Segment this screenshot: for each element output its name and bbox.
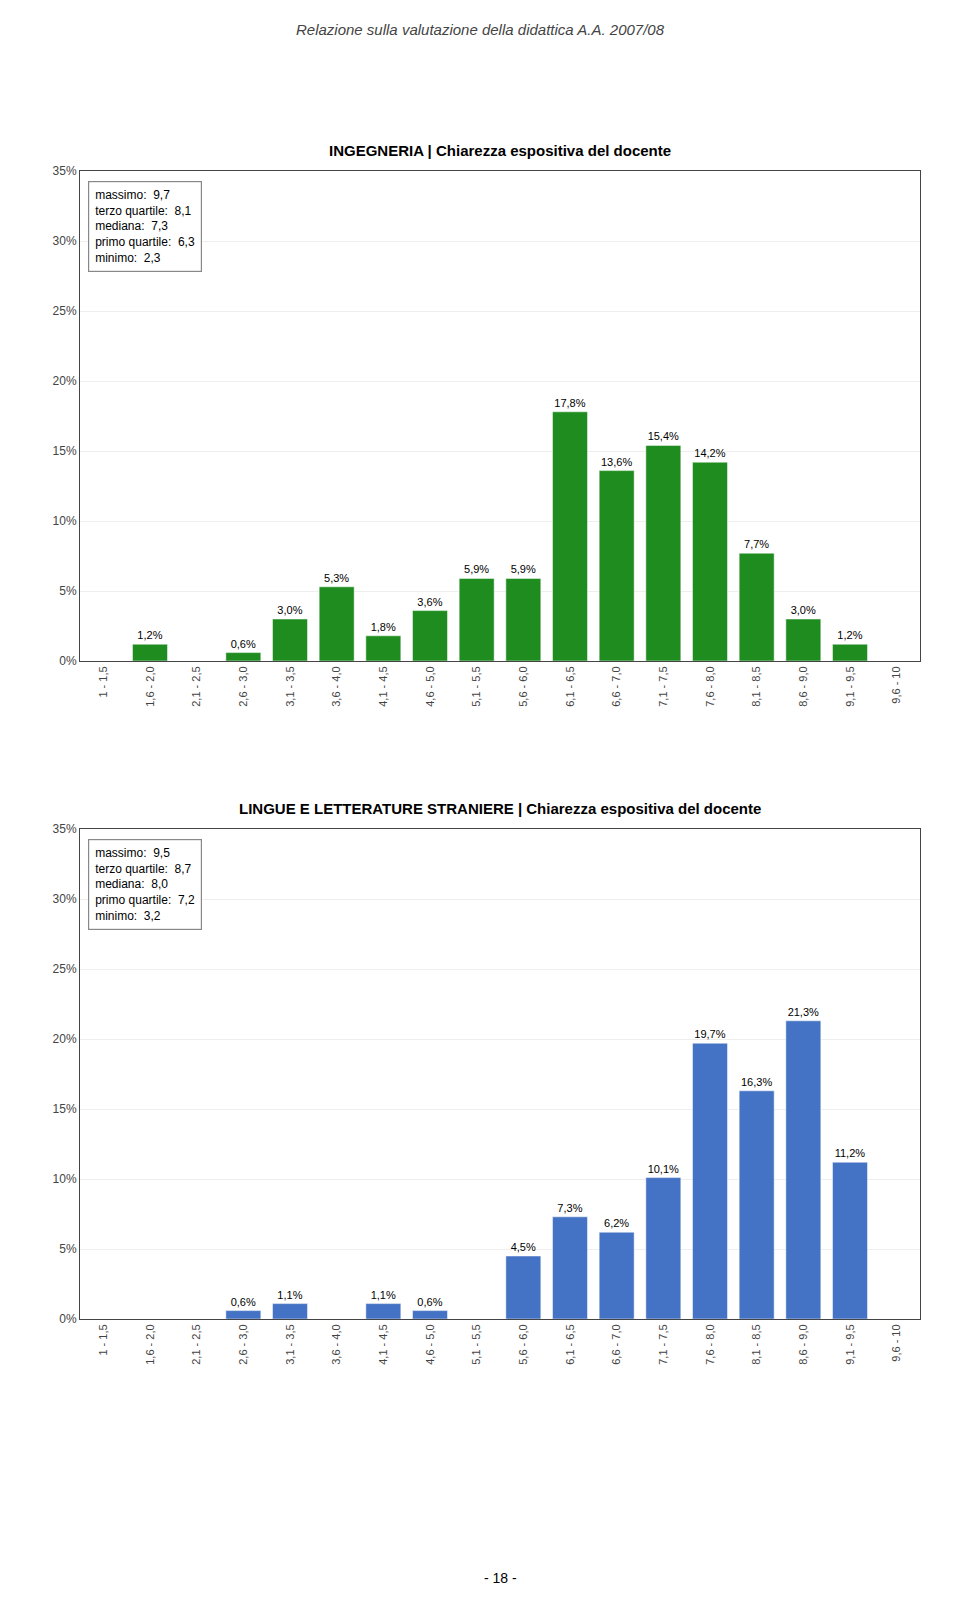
svg-text:16,3%: 16,3%: [741, 1076, 772, 1088]
svg-text:1,6 - 2,0: 1,6 - 2,0: [144, 666, 156, 706]
svg-text:25%: 25%: [53, 962, 77, 976]
svg-text:8,1 - 8,5: 8,1 - 8,5: [750, 1324, 762, 1364]
svg-text:5,6 - 6,0: 5,6 - 6,0: [517, 1324, 529, 1364]
svg-text:1,8%: 1,8%: [371, 621, 396, 633]
svg-text:0%: 0%: [59, 1312, 77, 1326]
svg-text:10%: 10%: [53, 514, 77, 528]
svg-text:- 18 -: - 18 -: [484, 1570, 517, 1586]
svg-text:INGEGNERIA | Chiarezza esposit: INGEGNERIA | Chiarezza espositiva del do…: [329, 142, 671, 159]
svg-text:2,1 - 2,5: 2,1 - 2,5: [190, 1324, 202, 1364]
svg-text:20%: 20%: [53, 1032, 77, 1046]
svg-text:1,1%: 1,1%: [371, 1289, 396, 1301]
svg-text:7,7%: 7,7%: [744, 538, 769, 550]
svg-text:14,2%: 14,2%: [694, 447, 725, 459]
svg-text:8,1 - 8,5: 8,1 - 8,5: [750, 666, 762, 706]
svg-text:3,1 - 3,5: 3,1 - 3,5: [284, 666, 296, 706]
svg-text:1,1%: 1,1%: [277, 1289, 302, 1301]
svg-text:4,1 - 4,5: 4,1 - 4,5: [377, 666, 389, 706]
svg-text:4,6 - 5,0: 4,6 - 5,0: [424, 1324, 436, 1364]
svg-text:15%: 15%: [53, 444, 77, 458]
svg-text:1 - 1,5: 1 - 1,5: [97, 1324, 109, 1355]
svg-text:10%: 10%: [53, 1172, 77, 1186]
svg-text:6,2%: 6,2%: [604, 1217, 629, 1229]
svg-text:2,1 - 2,5: 2,1 - 2,5: [190, 666, 202, 706]
svg-text:4,5%: 4,5%: [511, 1241, 536, 1253]
svg-text:5,6 - 6,0: 5,6 - 6,0: [517, 666, 529, 706]
svg-text:21,3%: 21,3%: [788, 1006, 819, 1018]
svg-text:5,3%: 5,3%: [324, 572, 349, 584]
svg-text:8,6 - 9,0: 8,6 - 9,0: [797, 666, 809, 706]
svg-text:6,6 - 7,0: 6,6 - 7,0: [610, 1324, 622, 1364]
svg-text:1,2%: 1,2%: [137, 629, 162, 641]
svg-text:2,6 - 3,0: 2,6 - 3,0: [237, 666, 249, 706]
svg-text:3,0%: 3,0%: [791, 604, 816, 616]
svg-text:7,6 - 8,0: 7,6 - 8,0: [704, 1324, 716, 1364]
svg-text:0,6%: 0,6%: [231, 638, 256, 650]
svg-text:10,1%: 10,1%: [648, 1163, 679, 1175]
svg-text:1,6 - 2,0: 1,6 - 2,0: [144, 1324, 156, 1364]
svg-text:6,6 - 7,0: 6,6 - 7,0: [610, 666, 622, 706]
svg-text:7,3%: 7,3%: [557, 1202, 582, 1214]
svg-text:9,6 - 10: 9,6 - 10: [890, 1324, 902, 1361]
svg-text:20%: 20%: [53, 374, 77, 388]
svg-text:8,6 - 9,0: 8,6 - 9,0: [797, 1324, 809, 1364]
svg-text:massimo: 9,7terzo quartile:: massimo: 9,7terzo quartile: 8,1mediana: …: [95, 188, 195, 264]
svg-text:9,1 - 9,5: 9,1 - 9,5: [844, 1324, 856, 1364]
svg-text:Relazione sulla valutazione de: Relazione sulla valutazione della didatt…: [296, 21, 665, 38]
svg-text:15%: 15%: [53, 1102, 77, 1116]
svg-text:6,1 - 6,5: 6,1 - 6,5: [564, 666, 576, 706]
svg-text:1,2%: 1,2%: [837, 629, 862, 641]
svg-text:massimo: 9,5terzo quartile:: massimo: 9,5terzo quartile: 8,7mediana: …: [95, 846, 195, 922]
svg-text:5,1 - 5,5: 5,1 - 5,5: [470, 1324, 482, 1364]
svg-text:9,1 - 9,5: 9,1 - 9,5: [844, 666, 856, 706]
svg-text:3,0%: 3,0%: [277, 604, 302, 616]
svg-text:0,6%: 0,6%: [231, 1296, 256, 1308]
svg-text:15,4%: 15,4%: [648, 430, 679, 442]
svg-text:13,6%: 13,6%: [601, 456, 632, 468]
svg-text:0%: 0%: [59, 654, 77, 668]
svg-text:35%: 35%: [53, 822, 77, 836]
svg-text:35%: 35%: [53, 164, 77, 178]
svg-text:3,6%: 3,6%: [417, 596, 442, 608]
svg-text:19,7%: 19,7%: [694, 1028, 725, 1040]
svg-text:9,6 - 10: 9,6 - 10: [890, 666, 902, 703]
svg-text:5%: 5%: [59, 584, 77, 598]
svg-text:5,9%: 5,9%: [464, 563, 489, 575]
svg-text:4,1 - 4,5: 4,1 - 4,5: [377, 1324, 389, 1364]
svg-text:5,1 - 5,5: 5,1 - 5,5: [470, 666, 482, 706]
svg-text:25%: 25%: [53, 304, 77, 318]
svg-text:6,1 - 6,5: 6,1 - 6,5: [564, 1324, 576, 1364]
svg-text:30%: 30%: [53, 892, 77, 906]
svg-text:3,6 - 4,0: 3,6 - 4,0: [330, 666, 342, 706]
svg-text:7,1 - 7,5: 7,1 - 7,5: [657, 1324, 669, 1364]
svg-text:2,6 - 3,0: 2,6 - 3,0: [237, 1324, 249, 1364]
svg-text:30%: 30%: [53, 234, 77, 248]
svg-text:4,6 - 5,0: 4,6 - 5,0: [424, 666, 436, 706]
svg-text:17,8%: 17,8%: [554, 397, 585, 409]
svg-text:1 - 1,5: 1 - 1,5: [97, 666, 109, 697]
svg-text:11,2%: 11,2%: [835, 1147, 866, 1159]
svg-text:3,6 - 4,0: 3,6 - 4,0: [330, 1324, 342, 1364]
svg-text:5,9%: 5,9%: [511, 563, 536, 575]
svg-text:5%: 5%: [59, 1242, 77, 1256]
svg-text:7,1 - 7,5: 7,1 - 7,5: [657, 666, 669, 706]
svg-text:3,1 - 3,5: 3,1 - 3,5: [284, 1324, 296, 1364]
svg-text:0,6%: 0,6%: [417, 1296, 442, 1308]
svg-text:LINGUE E LETTERATURE STRANIERE: LINGUE E LETTERATURE STRANIERE | Chiarez…: [239, 800, 761, 817]
svg-text:7,6 - 8,0: 7,6 - 8,0: [704, 666, 716, 706]
